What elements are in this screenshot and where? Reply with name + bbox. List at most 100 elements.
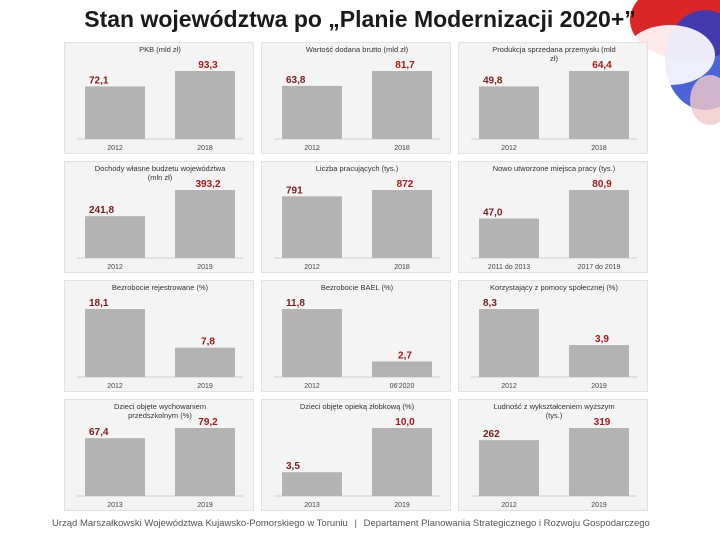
chart-bar [85, 309, 145, 377]
chart-tick-label: 2012 [304, 264, 320, 271]
chart-bar [569, 71, 629, 139]
footer-institution: Urząd Marszałkowski Województwa Kujawsko… [52, 518, 348, 529]
footer-department: Departament Planowania Strategicznego i … [363, 518, 650, 529]
chart-bar [479, 86, 539, 139]
chart-tick-label: 2012 [304, 145, 320, 152]
chart-tick-label: 2012 [107, 145, 123, 152]
chart-bar [282, 472, 342, 496]
chart-tick-label: 2017 do 2019 [578, 264, 621, 271]
chart-bar [372, 71, 432, 139]
chart-data-label: 872 [397, 179, 414, 190]
chart-tick-label: 06'2020 [390, 383, 415, 390]
chart-title: (tys.) [546, 411, 563, 420]
chart-title: Ludność z wykształceniem wyższym [493, 402, 614, 411]
chart-bar [175, 347, 235, 377]
chart-tick-label: 2019 [394, 502, 410, 509]
chart-data-label: 7,8 [201, 337, 215, 348]
chart-tick-label: 2012 [107, 383, 123, 390]
chart-tick-label: 2018 [197, 145, 213, 152]
chart-svg: PKB (mld zł) 72,1 2012 93,3 2018 [77, 45, 243, 152]
chart-data-label: 262 [483, 429, 500, 440]
chart-bar [175, 190, 235, 258]
chart-panel: Bezrobocie BAEL (%) 11,8 2012 2,7 06'2020 [261, 280, 451, 392]
chart-panel: PKB (mld zł) 72,1 2012 93,3 2018 [64, 42, 254, 154]
chart-data-label: 47,0 [483, 207, 503, 218]
chart-tick-label: 2013 [107, 502, 123, 509]
chart-tick-label: 2012 [501, 383, 517, 390]
chart-svg: Dzieci objęte opieką żłobkową (%) 3,5 2013… [274, 402, 440, 509]
chart-bar [569, 428, 629, 496]
chart-title: Liczba pracujących (tys.) [316, 164, 399, 173]
chart-data-label: 791 [286, 185, 303, 196]
chart-tick-label: 2012 [304, 383, 320, 390]
chart-panel: Ludność z wykształceniem wyższym (tys.) 26… [458, 399, 648, 511]
chart-data-label: 67,4 [89, 427, 109, 438]
chart-data-label: 49,8 [483, 75, 503, 86]
chart-bar [569, 190, 629, 258]
chart-tick-label: 2019 [197, 502, 213, 509]
chart-data-label: 93,3 [198, 60, 218, 71]
chart-svg: Ludność z wykształceniem wyższym(tys.) 26… [471, 402, 637, 509]
chart-panel: Liczba pracujących (tys.) 791 2012 872 2018 [261, 161, 451, 273]
chart-bar [282, 309, 342, 377]
footer-separator: | [354, 518, 357, 529]
chart-data-label: 79,2 [198, 417, 218, 428]
chart-data-label: 8,3 [483, 298, 497, 309]
chart-data-label: 81,7 [395, 60, 415, 71]
chart-tick-label: 2018 [394, 264, 410, 271]
chart-tick-label: 2019 [591, 383, 607, 390]
chart-tick-label: 2018 [394, 145, 410, 152]
chart-bar [282, 85, 342, 139]
chart-data-label: 393,2 [195, 179, 220, 190]
chart-svg: Nowo utworzone miejsca pracy (tys.) 47,0 2… [471, 164, 637, 271]
chart-panel: Wartość dodana brutto (mld zł) 63,8 2012 81… [261, 42, 451, 154]
chart-tick-label: 2013 [304, 502, 320, 509]
chart-svg: Liczba pracujących (tys.) 791 2012 872 2018 [274, 164, 440, 271]
chart-svg: Bezrobocie rejestrowane (%)18,1 2012 7,8 20… [77, 283, 243, 390]
chart-bar [479, 440, 539, 496]
chart-panel: Korzystający z pomocy społecznej (%) 8,3 2… [458, 280, 648, 392]
chart-tick-label: 2019 [591, 502, 607, 509]
chart-title: Bezrobocie BAEL (%) [321, 283, 394, 292]
chart-title: (mln zł) [148, 173, 173, 182]
chart-panel: Dzieci objęte opieką żłobkową (%) 3,5 2013… [261, 399, 451, 511]
chart-title: PKB (mld zł) [139, 45, 181, 54]
chart-tick-label: 2011 do 2013 [488, 264, 530, 271]
chart-bar [175, 71, 235, 139]
chart-bar [85, 86, 145, 139]
chart-title: Produkcja sprzedana przemysłu (mld [492, 45, 615, 54]
chart-title: Dzieci objęte opieką żłobkową (%) [300, 402, 415, 411]
chart-title: Wartość dodana brutto (mld zł) [306, 45, 409, 54]
chart-title: Dzieci objęte wychowaniem [114, 402, 206, 411]
chart-title: Bezrobocie rejestrowane (%) [112, 283, 209, 292]
chart-tick-label: 2018 [591, 145, 607, 152]
chart-data-label: 18,1 [89, 298, 109, 309]
chart-data-label: 2,7 [398, 350, 412, 361]
chart-title: przedszkolnym (%) [128, 411, 192, 420]
footer: Urząd Marszałkowski Województwa Kujawsko… [52, 518, 650, 529]
chart-title: zł) [550, 54, 558, 63]
chart-data-label: 319 [594, 417, 611, 428]
chart-data-label: 3,5 [286, 461, 300, 472]
page-title: Stan województwa po „Planie Modernizacji… [84, 6, 636, 32]
chart-tick-label: 2019 [197, 264, 213, 271]
chart-data-label: 241,8 [89, 205, 114, 216]
chart-panel: Nowo utworzone miejsca pracy (tys.) 47,0 2… [458, 161, 648, 273]
chart-bar [479, 218, 539, 258]
chart-data-label: 64,4 [592, 60, 612, 71]
chart-bar [175, 428, 235, 496]
chart-svg: Korzystający z pomocy społecznej (%) 8,3 2… [471, 283, 637, 390]
chart-bar [372, 361, 432, 377]
chart-panel: Dochody własne budżetu województwa (mln z… [64, 161, 254, 273]
chart-panel: Dzieci objęte wychowaniem przedszkolnym (… [64, 399, 254, 511]
chart-bar [85, 216, 145, 258]
chart-grid: PKB (mld zł) 72,1 2012 93,3 2018 Wartość doda… [64, 42, 648, 511]
chart-bar [85, 438, 145, 496]
chart-bar [372, 190, 432, 258]
chart-tick-label: 2012 [501, 502, 517, 509]
chart-bar [569, 345, 629, 377]
chart-svg: Dochody własne budżetu województwa(mln z… [77, 164, 243, 271]
chart-data-label: 63,8 [286, 75, 306, 86]
chart-panel: Bezrobocie rejestrowane (%) 18,1 2012 7,8 20… [64, 280, 254, 392]
